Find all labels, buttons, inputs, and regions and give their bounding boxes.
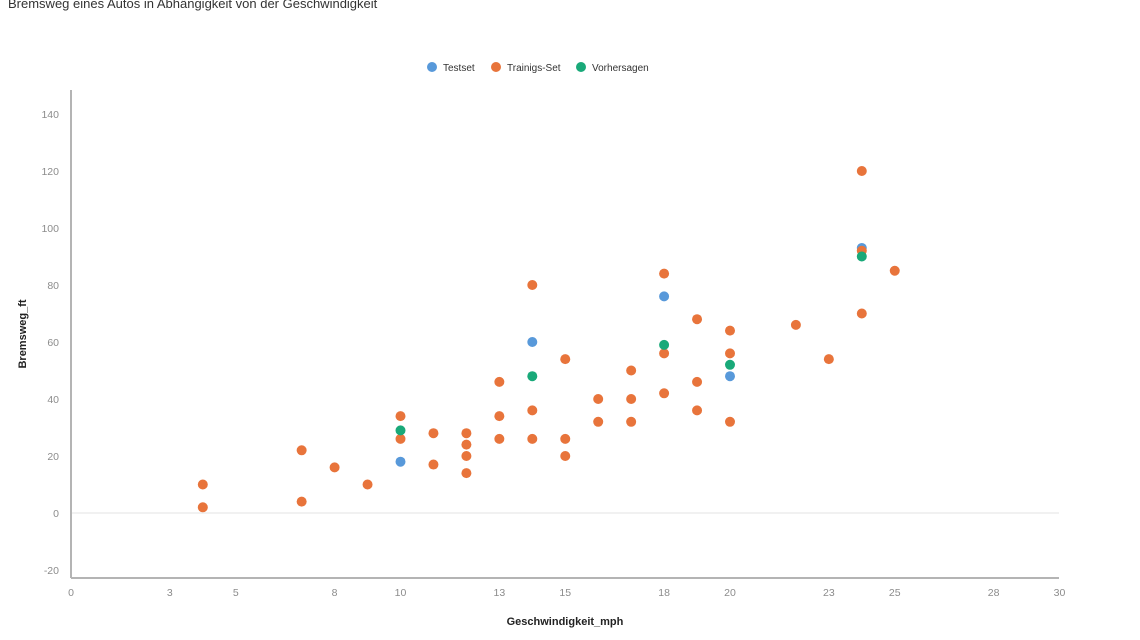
data-point-trainigs-set xyxy=(461,451,472,461)
data-point-trainigs-set xyxy=(296,496,307,507)
y-tick-label: 40 xyxy=(47,394,59,406)
data-point-trainigs-set xyxy=(428,459,439,470)
x-tick-label: 13 xyxy=(494,587,506,599)
x-tick-label: 10 xyxy=(395,587,407,599)
x-tick-label: 20 xyxy=(724,587,736,599)
data-point-trainigs-set xyxy=(823,354,834,365)
y-tick-label: -20 xyxy=(44,565,59,577)
data-point-trainigs-set xyxy=(856,308,867,319)
data-point-trainigs-set xyxy=(692,405,703,416)
data-point-vorhersagen xyxy=(659,339,670,350)
x-tick-label: 15 xyxy=(559,587,571,599)
data-point-trainigs-set xyxy=(362,479,373,490)
data-point-vorhersagen xyxy=(527,371,538,382)
data-point-trainigs-set xyxy=(593,394,604,404)
x-tick-label: 30 xyxy=(1054,587,1066,599)
data-point-trainigs-set xyxy=(725,325,735,336)
data-point-testset xyxy=(527,337,538,347)
y-tick-labels: -20 0 20 40 60 80 100 120 140 xyxy=(41,109,59,577)
data-point-vorhersagen xyxy=(856,251,867,262)
data-point-trainigs-set xyxy=(725,348,735,359)
data-point-trainigs-set xyxy=(494,376,505,387)
data-point-trainigs-set xyxy=(395,411,406,422)
data-point-trainigs-set xyxy=(560,433,571,444)
x-tick-labels: 0 3 5 8 10 13 15 18 20 23 25 28 30 xyxy=(68,587,1065,599)
data-point-trainigs-set xyxy=(461,439,472,450)
data-point-trainigs-set xyxy=(329,462,340,473)
data-point-trainigs-set xyxy=(461,428,472,439)
x-tick-label: 23 xyxy=(823,587,835,599)
data-point-trainigs-set xyxy=(197,502,208,513)
data-point-trainigs-set xyxy=(197,479,208,490)
data-point-trainigs-set xyxy=(692,376,703,387)
data-point-testset xyxy=(659,291,670,302)
data-point-trainigs-set xyxy=(527,405,538,416)
legend-label-vorhersagen: Vorhersagen xyxy=(592,63,649,74)
data-point-trainigs-set xyxy=(626,365,637,376)
legend-marker-vorhersagen xyxy=(576,62,586,72)
data-point-trainigs-set xyxy=(659,388,670,399)
data-point-trainigs-set xyxy=(725,416,735,427)
data-point-trainigs-set xyxy=(296,445,307,456)
x-tick-label: 8 xyxy=(332,587,338,599)
y-tick-label: 120 xyxy=(41,166,59,178)
data-point-trainigs-set xyxy=(527,280,538,290)
data-point-vorhersagen xyxy=(725,359,735,370)
legend-label-trainigs-set: Trainigs-Set xyxy=(507,63,561,74)
data-point-trainigs-set xyxy=(428,428,439,439)
legend: Testset Trainigs-Set Vorhersagen xyxy=(427,62,649,74)
x-tick-label: 25 xyxy=(889,587,901,599)
data-point-trainigs-set xyxy=(461,468,472,479)
data-point-trainigs-set xyxy=(692,314,703,325)
data-point-trainigs-set xyxy=(593,416,604,427)
y-tick-label: 100 xyxy=(41,223,59,235)
x-tick-label: 18 xyxy=(658,587,670,599)
data-point-trainigs-set xyxy=(856,166,867,176)
y-tick-label: 60 xyxy=(47,337,59,349)
data-point-trainigs-set xyxy=(626,394,637,404)
data-point-testset xyxy=(725,371,735,382)
y-axis-title: Bremsweg_ft xyxy=(17,299,29,368)
data-point-trainigs-set xyxy=(659,268,670,279)
data-point-trainigs-set xyxy=(626,416,637,427)
x-tick-label: 5 xyxy=(233,587,239,599)
x-tick-label: 0 xyxy=(68,587,74,599)
data-point-trainigs-set xyxy=(560,354,571,365)
x-tick-label: 3 xyxy=(167,587,173,599)
data-point-trainigs-set xyxy=(889,265,900,276)
data-point-trainigs-set xyxy=(560,451,571,461)
x-axis-title: Geschwindigkeit_mph xyxy=(507,616,624,628)
data-point-trainigs-set xyxy=(395,433,406,444)
data-point-trainigs-set xyxy=(527,433,538,444)
data-point-trainigs-set xyxy=(494,411,505,422)
data-point-vorhersagen xyxy=(395,425,406,436)
y-tick-label: 20 xyxy=(47,451,59,463)
chart-title: Bremsweg eines Autos in Abhängigkeit von… xyxy=(8,0,378,11)
data-point-testset xyxy=(395,456,406,467)
data-point-trainigs-set xyxy=(790,319,801,330)
y-tick-label: 80 xyxy=(47,280,59,292)
data-point-trainigs-set xyxy=(659,348,670,359)
y-tick-label: 140 xyxy=(41,109,59,121)
x-tick-label: 28 xyxy=(988,587,1000,599)
data-points-layer xyxy=(197,166,900,513)
legend-label-testset: Testset xyxy=(443,63,475,74)
data-point-trainigs-set xyxy=(494,433,505,444)
y-tick-label: 0 xyxy=(53,508,59,520)
legend-marker-testset xyxy=(427,62,437,72)
legend-marker-trainigs-set xyxy=(491,62,501,72)
